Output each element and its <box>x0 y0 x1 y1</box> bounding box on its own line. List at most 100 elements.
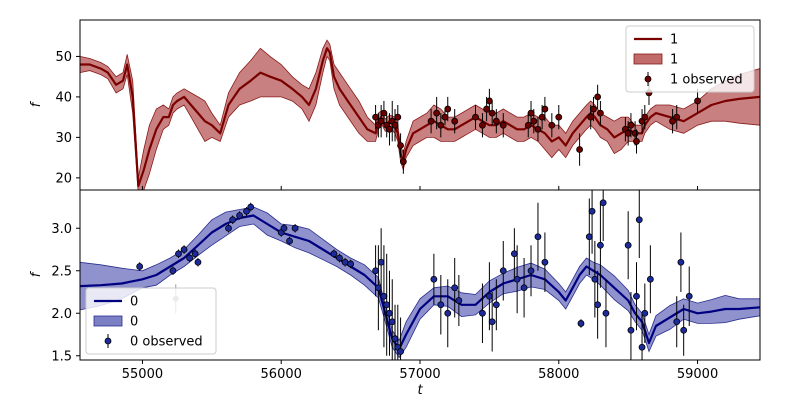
bottom-observed-point <box>635 216 643 224</box>
top-observed-point <box>633 138 640 145</box>
top-observed-point <box>587 113 595 121</box>
bottom-observed-point <box>383 301 391 309</box>
top-observed-point <box>377 117 385 125</box>
top-observed-point <box>397 142 404 149</box>
bottom-uncertainty-band <box>80 206 760 359</box>
bottom-observed-point <box>280 224 288 232</box>
top-observed-point <box>541 105 549 113</box>
top-observed-point <box>472 113 479 121</box>
bottom-observed-point <box>597 241 604 249</box>
bottom-observed-point <box>680 326 688 334</box>
bottom-observed-point <box>633 292 640 300</box>
top-observed-point <box>548 121 556 129</box>
top-observed-point <box>530 117 538 125</box>
bottom-observed-point <box>372 267 379 275</box>
bottom-panel: 1.5 2.0 2.5 3.0 f 0 0 0 observed <box>29 189 761 364</box>
x-tick-label: 59000 <box>677 367 718 382</box>
top-legend-label: 1 <box>670 53 678 68</box>
bottom-observed-point <box>386 309 393 317</box>
bottom-observed-point <box>374 284 382 292</box>
bottom-observed-point <box>247 203 255 211</box>
top-observed-point <box>399 158 407 166</box>
x-tick-label: 56000 <box>261 367 302 382</box>
top-observed-point <box>386 125 393 133</box>
top-observed-point <box>372 113 379 121</box>
bottom-observed-point <box>136 263 144 270</box>
top-legend-band-swatch <box>633 53 663 65</box>
bottom-legend-band-swatch <box>93 315 123 327</box>
bottom-observed-point <box>430 275 438 283</box>
top-observed-point <box>479 121 486 129</box>
top-observed-point <box>499 121 507 129</box>
top-observed-point <box>437 121 445 129</box>
bottom-observed-point <box>347 260 355 268</box>
bottom-legend-point-swatch <box>104 337 112 345</box>
bottom-observed-point <box>591 275 599 283</box>
bottom-observed-point <box>175 250 182 258</box>
top-observed-point <box>555 113 563 121</box>
bottom-observed-point <box>444 309 452 317</box>
top-legend-label: 1 observed <box>670 73 743 88</box>
bottom-y-tick-label: 2.0 <box>51 307 72 322</box>
x-tick-label: 55000 <box>122 367 163 382</box>
bottom-observed-point <box>588 207 596 215</box>
bottom-observed-point <box>492 301 500 309</box>
bottom-observed-point <box>602 309 610 317</box>
bottom-legend-label: 0 <box>130 315 138 330</box>
top-observed-point <box>527 109 535 117</box>
bottom-observed-point <box>180 246 188 253</box>
top-observed-point <box>380 109 388 117</box>
bottom-observed-point <box>599 199 607 207</box>
bottom-observed-point <box>646 275 654 283</box>
bottom-observed-point <box>541 258 549 266</box>
x-axis-label: t <box>417 383 423 398</box>
bottom-observed-point <box>330 250 338 258</box>
top-observed-point <box>641 113 649 121</box>
top-observed-point <box>488 109 496 117</box>
bottom-observed-point <box>451 284 459 292</box>
bottom-observed-point <box>388 318 396 326</box>
top-observed-point <box>694 97 701 105</box>
top-observed-point <box>441 113 449 121</box>
bottom-observed-point <box>513 275 521 283</box>
bottom-observed-point <box>191 250 199 258</box>
bottom-observed-point <box>624 241 632 249</box>
bottom-observed-point <box>488 318 496 326</box>
bottom-observed-point <box>169 267 177 275</box>
bottom-y-ticks: 1.5 2.0 2.5 3.0 <box>51 222 80 364</box>
top-observed-point <box>631 129 639 137</box>
bottom-observed-point <box>527 267 535 275</box>
top-observed-point <box>451 117 459 125</box>
top-observed-point <box>485 97 493 105</box>
top-observed-point <box>483 105 491 113</box>
bottom-observed-point <box>336 254 343 262</box>
bottom-y-tick-label: 2.5 <box>51 264 72 279</box>
bottom-observed-point <box>577 320 585 327</box>
x-tick-label: 58000 <box>538 367 579 382</box>
bottom-y-tick-label: 1.5 <box>51 349 72 364</box>
bottom-observed-point <box>638 343 646 351</box>
bottom-observed-point <box>627 326 635 334</box>
bottom-legend-label: 0 <box>130 295 138 310</box>
top-observed-point <box>624 129 632 137</box>
top-legend-label: 1 <box>670 33 678 48</box>
bottom-observed-point <box>397 348 404 355</box>
bottom-observed-point <box>229 216 237 224</box>
bottom-observed-point <box>236 212 243 219</box>
top-uncertainty-band <box>80 39 760 190</box>
bottom-observed-point <box>380 292 388 300</box>
bottom-observed-point <box>534 233 542 241</box>
top-observed-point <box>391 121 399 129</box>
top-observed-point <box>433 109 441 117</box>
top-observed-point <box>594 93 602 101</box>
bottom-observed-point <box>186 254 194 262</box>
top-observed-point <box>524 121 532 129</box>
top-legend-point-swatch <box>644 75 652 83</box>
bottom-observed-point <box>479 309 486 317</box>
top-observed-point <box>669 117 676 125</box>
top-observed-point <box>444 105 452 113</box>
top-observed-point <box>427 117 435 125</box>
bottom-observed-point <box>499 267 507 275</box>
bottom-observed-point <box>641 309 649 317</box>
